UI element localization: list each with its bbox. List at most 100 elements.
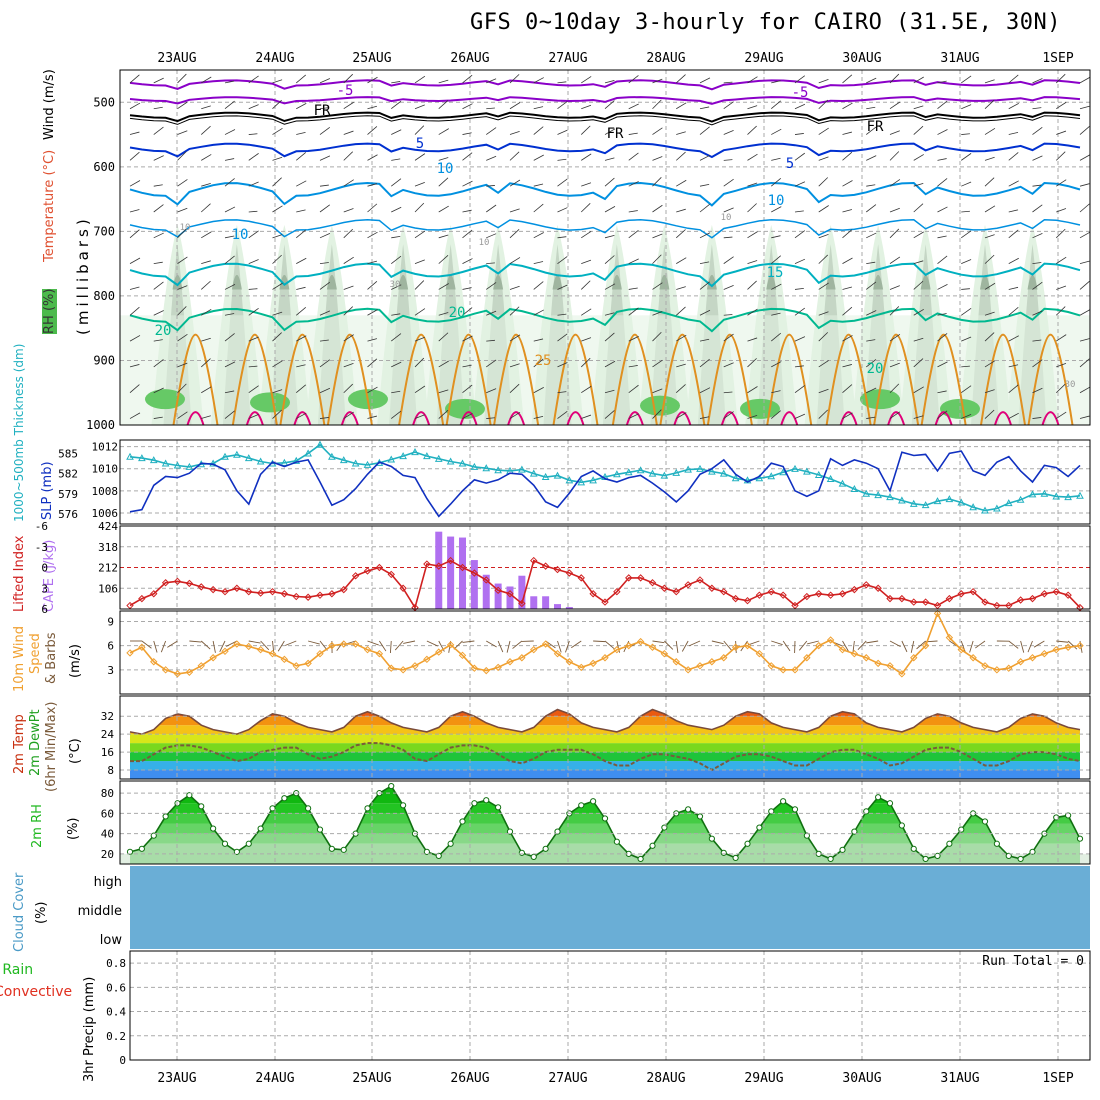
thickness-line-point (589, 476, 597, 484)
wind-barb (1056, 101, 1067, 110)
lifted-index-line-point (613, 588, 621, 596)
wind-barb (248, 181, 259, 187)
wind-barb (723, 236, 733, 239)
wind-barb (1079, 281, 1090, 290)
wind-speed-line-point (292, 662, 300, 670)
wind-speed-line-point (577, 663, 585, 672)
wind-barb (319, 126, 331, 135)
wind-barb-10m (1033, 640, 1045, 648)
lifted-index-line-point (815, 590, 823, 598)
rh2m-line-point (388, 782, 395, 790)
cape-bar (506, 586, 514, 609)
wind-barb (937, 410, 948, 419)
wind-barb-10m (248, 640, 261, 644)
rh2m-line-point (910, 845, 917, 852)
wind-barb (937, 100, 948, 110)
wind-barb (961, 259, 972, 265)
wind-barb (604, 100, 615, 110)
wind-barb (818, 79, 829, 84)
wind-barb (153, 310, 164, 316)
wind-barb (842, 229, 853, 239)
wind-barb (129, 306, 140, 316)
wind-barb (699, 154, 711, 161)
wind-barb (343, 228, 354, 239)
temp-tick: 24 (101, 728, 115, 741)
wind-barb (580, 357, 591, 368)
wind-barb (248, 133, 258, 135)
cape-frame (119, 525, 1091, 610)
slp-frame (119, 439, 1091, 525)
wind-barb (391, 410, 402, 419)
wind-barb (462, 413, 473, 419)
wind-barb (296, 132, 306, 135)
lifted-index-line-point (826, 591, 835, 599)
contour-label: 20 (155, 323, 172, 339)
wind-barb (699, 203, 710, 213)
wind-barb (177, 285, 188, 290)
rh2m-line-point (922, 855, 929, 863)
lifted-index-line-point (375, 563, 384, 572)
thickness-line-point (1076, 491, 1084, 499)
thickness-line-point (921, 501, 930, 509)
wind-barb (438, 205, 449, 213)
wind-barb (1055, 151, 1066, 161)
wind-barb (842, 335, 853, 342)
rh2m-line-point (506, 828, 514, 835)
wind-barb (794, 133, 804, 135)
wind-barb (391, 178, 402, 187)
wind-speed-line-point (423, 655, 431, 664)
wind-barb (581, 104, 592, 110)
wind-barb (248, 414, 259, 419)
rh2m-line-point (1005, 852, 1012, 860)
cape-bar (494, 583, 502, 609)
cape-tick: 106 (98, 582, 118, 595)
rh2m-line-point (210, 825, 217, 832)
date-label-bottom: 31AUG (940, 1071, 979, 1086)
wind-barb (1008, 229, 1019, 239)
pressure-tick: 600 (93, 160, 115, 174)
wind-barb (272, 332, 282, 342)
wind-barb (913, 125, 924, 135)
thickness-line-point (577, 478, 586, 486)
wind-barb-10m (866, 640, 879, 644)
rh-shade-dark (552, 274, 563, 290)
wind-barb (486, 262, 495, 265)
wind-speed-line-point (328, 641, 336, 650)
wind-barb-10m (200, 640, 211, 650)
wind-barb (676, 363, 686, 368)
wind-barb (675, 384, 686, 394)
thickness-line-point (791, 464, 799, 472)
lifted-index-line-point (862, 581, 870, 589)
wind-barb-10m (604, 640, 615, 650)
wind-barb (1056, 256, 1067, 264)
wind-barb (723, 256, 734, 264)
wind-barb (961, 385, 972, 394)
cape-tick: 424 (98, 520, 118, 533)
wind-barb (676, 412, 687, 419)
wind-barb (557, 207, 568, 213)
rh2m-line-point (637, 855, 644, 863)
rh2m-line-point (495, 804, 502, 811)
lifted-index-line-point (1028, 594, 1037, 603)
isotherm-30 (1041, 411, 1060, 426)
wind-barb (224, 361, 236, 368)
wind-barb (937, 361, 948, 368)
wind-barb (248, 336, 259, 342)
wind-barb (770, 410, 782, 419)
wind-barb (200, 358, 211, 368)
wind-barb-10m (189, 640, 202, 643)
wind-barb (1032, 204, 1043, 213)
thickness-line-point (636, 466, 645, 474)
wind-barb (937, 284, 948, 290)
wind-barb (438, 234, 449, 239)
wind-speed-line-point (458, 651, 467, 660)
wind-barb (438, 332, 449, 342)
rh-shade-dark (326, 274, 337, 290)
wind-speed-line-point (256, 645, 265, 654)
rh2m-line-point (233, 848, 240, 855)
wind-barb (319, 310, 331, 316)
wind-barb (747, 280, 757, 290)
wind-speed-line-point (233, 640, 241, 648)
li-tick: -6 (35, 520, 48, 533)
wind-barb-10m (160, 640, 167, 653)
